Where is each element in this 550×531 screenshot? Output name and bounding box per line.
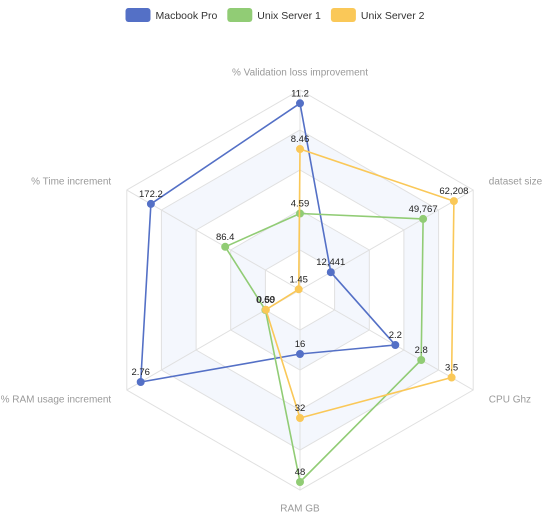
axis-name: dataset size xyxy=(489,177,543,188)
data-label: 2.76 xyxy=(131,367,150,378)
data-point[interactable] xyxy=(327,269,334,276)
data-label: 32 xyxy=(295,403,306,414)
legend-label: Unix Server 2 xyxy=(361,10,425,22)
data-point[interactable] xyxy=(450,198,457,205)
data-point[interactable] xyxy=(262,306,269,313)
legend-label: Macbook Pro xyxy=(156,10,218,22)
axis-name: % Validation loss improvement xyxy=(232,68,368,79)
legend-swatch xyxy=(126,8,151,22)
data-label: 0.59 xyxy=(257,295,276,306)
legend-swatch xyxy=(331,8,356,22)
legend-swatch xyxy=(227,8,252,22)
data-label: 49,767 xyxy=(409,204,438,215)
legend-item[interactable]: Unix Server 2 xyxy=(331,8,425,22)
data-point[interactable] xyxy=(297,146,304,153)
axis-name: % Time increment xyxy=(31,177,111,188)
data-point[interactable] xyxy=(297,100,304,107)
axis-name: % RAM usage increment xyxy=(1,395,112,406)
data-label: 48 xyxy=(295,467,306,478)
data-label: 12,441 xyxy=(316,257,345,268)
data-label: 4.59 xyxy=(291,199,310,210)
data-label: 1.45 xyxy=(289,274,308,285)
data-label: 86.4 xyxy=(216,232,235,243)
data-label: 11.2 xyxy=(291,88,309,99)
data-point[interactable] xyxy=(222,243,229,250)
data-label: 8.46 xyxy=(291,134,310,145)
data-label: 16 xyxy=(295,339,306,350)
legend-label: Unix Server 1 xyxy=(257,10,321,22)
data-point[interactable] xyxy=(297,351,304,358)
data-point[interactable] xyxy=(392,342,399,349)
axis-name: RAM GB xyxy=(280,504,320,515)
data-label: 62,208 xyxy=(439,186,468,197)
data-point[interactable] xyxy=(420,215,427,222)
data-point[interactable] xyxy=(297,415,304,422)
data-label: 172.2 xyxy=(139,189,163,200)
data-label: 2.8 xyxy=(415,345,428,356)
data-point[interactable] xyxy=(147,200,154,207)
data-point[interactable] xyxy=(448,374,455,381)
axis-name: CPU Ghz xyxy=(489,395,531,406)
data-point[interactable] xyxy=(297,479,304,486)
data-label: 2.2 xyxy=(389,330,402,341)
data-point[interactable] xyxy=(137,379,144,386)
legend-item[interactable]: Unix Server 1 xyxy=(227,8,321,22)
legend-item[interactable]: Macbook Pro xyxy=(126,8,218,22)
data-point[interactable] xyxy=(418,357,425,364)
data-label: 3.5 xyxy=(445,363,458,374)
data-point[interactable] xyxy=(295,286,302,293)
legend[interactable]: Macbook Pro Unix Server 1 Unix Server 2 xyxy=(126,8,425,22)
